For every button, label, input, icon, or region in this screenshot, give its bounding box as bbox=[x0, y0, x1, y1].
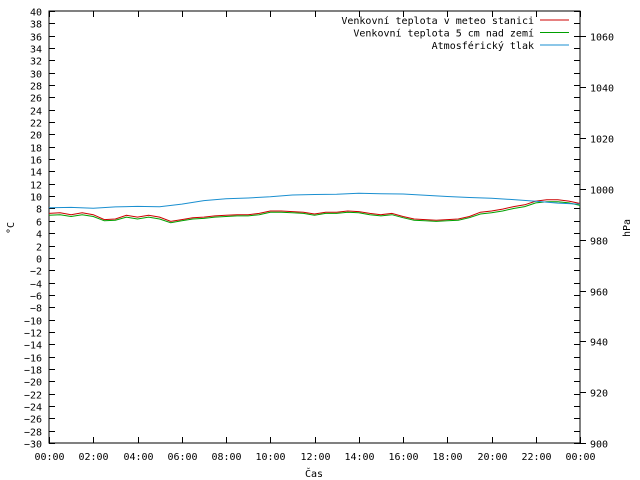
left-tick-label: 36 bbox=[30, 33, 42, 44]
left-tick-label: 14 bbox=[30, 168, 42, 179]
left-tick-label: 38 bbox=[30, 20, 42, 31]
x-tick-label: 14:00 bbox=[344, 452, 374, 463]
left-tick-label: 32 bbox=[30, 57, 42, 68]
left-tick-label: −18 bbox=[24, 366, 42, 377]
left-tick-label: −22 bbox=[24, 391, 42, 402]
plot-frame bbox=[48, 10, 581, 444]
x-tick-label: 06:00 bbox=[167, 452, 197, 463]
x-axis-title: Čas bbox=[305, 467, 323, 480]
right-tick-label: 1020 bbox=[590, 135, 614, 146]
x-tick-label: 08:00 bbox=[211, 452, 241, 463]
right-tick-label: 940 bbox=[590, 338, 608, 349]
left-tick-label: −20 bbox=[24, 378, 42, 389]
left-tick-label: 24 bbox=[30, 107, 42, 118]
x-tick-label: 12:00 bbox=[300, 452, 330, 463]
right-tick-label: 1000 bbox=[590, 186, 614, 197]
x-tick-label: 16:00 bbox=[388, 452, 418, 463]
left-tick-label: −26 bbox=[24, 415, 42, 426]
left-tick-label: −30 bbox=[24, 440, 42, 451]
left-tick-label: −12 bbox=[24, 329, 42, 340]
left-tick-label: 40 bbox=[30, 8, 42, 19]
left-tick-label: 30 bbox=[30, 70, 42, 81]
left-tick-label: 22 bbox=[30, 119, 42, 130]
left-tick-label: 4 bbox=[36, 230, 42, 241]
right-tick-label: 980 bbox=[590, 237, 608, 248]
left-tick-label: 8 bbox=[36, 205, 42, 216]
series-lines bbox=[48, 192, 581, 224]
left-tick-label: 26 bbox=[30, 94, 42, 105]
legend-label: Atmosférický tlak bbox=[432, 40, 534, 52]
left-tick-label: 20 bbox=[30, 131, 42, 142]
right-tick-label: 920 bbox=[590, 389, 608, 400]
right-tick-label: 1060 bbox=[590, 33, 614, 44]
y-axis-title-left: °C bbox=[6, 222, 17, 234]
x-tick-label: 04:00 bbox=[123, 452, 153, 463]
x-tick-label: 10:00 bbox=[255, 452, 285, 463]
x-tick-label: 00:00 bbox=[34, 452, 64, 463]
series-line bbox=[48, 201, 581, 224]
x-tick-label: 20:00 bbox=[477, 452, 507, 463]
right-tick-label: 960 bbox=[590, 288, 608, 299]
left-tick-label: −10 bbox=[24, 317, 42, 328]
right-axis: 900 920 940 960 980 1000 1020 1040 1060 bbox=[580, 33, 614, 451]
left-tick-label: −4 bbox=[30, 280, 42, 291]
x-tick-label: 22:00 bbox=[521, 452, 551, 463]
x-axis: 00:00 02:00 04:00 06:00 08:00 10:00 12:00 14:00… bbox=[34, 11, 596, 463]
left-tick-label: 28 bbox=[30, 82, 42, 93]
left-tick-label: −6 bbox=[30, 292, 42, 303]
x-tick-label: 00:00 bbox=[565, 452, 595, 463]
left-tick-label: −14 bbox=[24, 341, 42, 352]
left-tick-label: 12 bbox=[30, 181, 42, 192]
series-line bbox=[48, 199, 581, 222]
left-tick-label: −8 bbox=[30, 304, 42, 315]
right-tick-label: 1040 bbox=[590, 84, 614, 95]
left-axis: −30−28−26−24−22−20−18−16−14−12−10−8−6−4−… bbox=[24, 8, 580, 451]
legend: Venkovní teplota v meteo staniciVenkovní… bbox=[341, 15, 569, 52]
left-tick-label: 6 bbox=[36, 218, 42, 229]
left-tick-label: 18 bbox=[30, 144, 42, 155]
x-tick-label: 02:00 bbox=[78, 452, 108, 463]
left-tick-label: −28 bbox=[24, 428, 42, 439]
left-tick-label: 34 bbox=[30, 45, 42, 56]
legend-label: Venkovní teplota v meteo stanici bbox=[341, 15, 534, 27]
x-tick-label: 18:00 bbox=[432, 452, 462, 463]
left-tick-label: 0 bbox=[36, 255, 42, 266]
right-tick-label: 900 bbox=[590, 440, 608, 451]
left-tick-label: 2 bbox=[36, 243, 42, 254]
left-tick-label: −2 bbox=[30, 267, 42, 278]
y-axis-title-right: hPa bbox=[622, 219, 633, 237]
left-tick-label: 16 bbox=[30, 156, 42, 167]
legend-label: Venkovní teplota 5 cm nad zemí bbox=[353, 28, 534, 40]
left-tick-label: −16 bbox=[24, 354, 42, 365]
left-tick-label: −24 bbox=[24, 403, 42, 414]
series-line bbox=[48, 192, 581, 209]
left-tick-label: 10 bbox=[30, 193, 42, 204]
